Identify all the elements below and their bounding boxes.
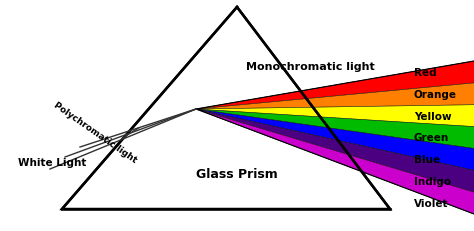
Text: Monochromatic light: Monochromatic light — [246, 62, 374, 72]
Text: Glass Prism: Glass Prism — [196, 168, 278, 181]
Text: Red: Red — [414, 68, 437, 78]
Text: Indigo: Indigo — [414, 176, 451, 186]
Polygon shape — [196, 109, 474, 170]
Polygon shape — [196, 83, 474, 109]
Text: Violet: Violet — [414, 198, 448, 208]
Polygon shape — [196, 109, 474, 192]
Text: White Light: White Light — [18, 157, 86, 167]
Text: Blue: Blue — [414, 155, 440, 165]
Text: Polychromatic light: Polychromatic light — [52, 100, 138, 164]
Text: Green: Green — [414, 133, 449, 143]
Text: Orange: Orange — [414, 89, 457, 99]
Polygon shape — [196, 105, 474, 127]
Polygon shape — [196, 62, 474, 109]
Polygon shape — [196, 109, 474, 214]
Polygon shape — [196, 109, 474, 149]
Text: Yellow: Yellow — [414, 111, 452, 121]
